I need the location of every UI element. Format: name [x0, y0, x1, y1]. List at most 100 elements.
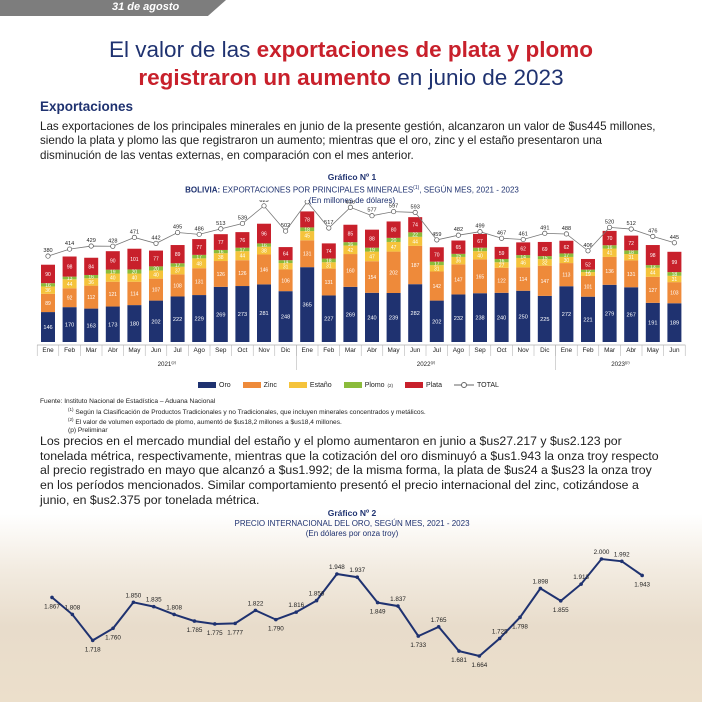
bar-zinc-7	[192, 268, 207, 296]
bar-oro-3	[105, 306, 120, 342]
gold-price-point	[213, 622, 217, 626]
bar-plata-24	[559, 240, 574, 254]
bar-label: 14	[520, 255, 526, 261]
gold-price-point	[50, 595, 54, 600]
bar-estaño-20	[473, 251, 487, 260]
bar-label: 18	[628, 250, 634, 256]
gold-price-line	[51, 557, 643, 658]
bar-oro-5	[149, 300, 163, 342]
bar-label: 36	[88, 280, 94, 286]
bar-estaño-11	[278, 263, 293, 270]
bar-estaño-8	[213, 253, 228, 262]
total-label: 513	[216, 221, 225, 227]
bar-oro-19	[451, 294, 466, 342]
legend-estano: Estaño	[288, 382, 332, 389]
bar-label: 147	[541, 279, 550, 285]
bar-label: 92	[67, 296, 73, 302]
total-label: 597	[389, 204, 398, 210]
bar-label: 88	[369, 237, 375, 243]
bar-plomo-29	[667, 272, 682, 276]
bar-label: 47	[369, 254, 375, 260]
year-label-2022: 2022(p)	[417, 361, 436, 369]
total-point	[434, 237, 440, 243]
bar-label: 16	[45, 283, 51, 289]
bar-plata-17	[408, 217, 423, 233]
gold-price-label: 1.718	[85, 646, 101, 653]
bar-oro-8	[213, 286, 228, 342]
total-label: 442	[151, 235, 160, 241]
month-label: Mar	[86, 347, 98, 354]
bar-estaño-19	[451, 256, 466, 265]
bar-zinc-27	[624, 260, 639, 288]
month-label: May	[128, 347, 141, 354]
bar-zinc-12	[300, 240, 315, 268]
month-label: Mar	[604, 347, 616, 354]
total-label: 520	[605, 219, 614, 225]
paragraph-1: Las exportaciones de los principales min…	[40, 120, 656, 162]
total-point	[671, 240, 677, 246]
bar-label: 96	[261, 232, 267, 238]
total-label: 482	[454, 227, 463, 233]
bar-plata-29	[667, 251, 682, 273]
bar-label: 127	[649, 288, 658, 294]
bar-estaño-6	[170, 266, 185, 275]
gold-price-point	[172, 612, 176, 617]
bar-label: 69	[542, 247, 548, 253]
bar-oro-12	[300, 267, 315, 342]
bar-label: 41	[607, 251, 613, 257]
bar-zinc-20	[473, 259, 487, 294]
bar-oro-11	[278, 291, 293, 342]
bar-label: 189	[670, 321, 679, 327]
bar-plata-19	[451, 240, 466, 254]
title-highlight1: exportaciones de plata y plomo	[256, 37, 593, 62]
bar-plomo-2	[84, 274, 99, 279]
gold-price-label: 1.855	[553, 607, 569, 614]
bar-label: 131	[627, 272, 636, 278]
bar-oro-22	[516, 290, 531, 342]
bar-label: 279	[605, 311, 614, 317]
bar-label: 232	[454, 316, 463, 322]
gold-price-label: 1.733	[410, 642, 426, 649]
gold-price-point	[375, 600, 380, 605]
bar-label: 267	[627, 313, 636, 319]
gold-price-label: 1.856	[309, 591, 325, 598]
bar-label: 48	[196, 261, 202, 267]
bar-oro-17	[408, 284, 423, 342]
bar-label: 90	[45, 272, 51, 278]
bar-label: 84	[88, 264, 94, 270]
month-label: Abr	[367, 347, 378, 354]
bar-oro-18	[429, 300, 444, 342]
section-heading: Exportaciones	[40, 99, 134, 114]
total-label: 429	[87, 238, 96, 244]
bar-label: 240	[367, 315, 376, 321]
chart1-title: EXPORTACIONES POR PRINCIPALES MINERALES	[220, 185, 414, 195]
gold-price-label: 1.850	[126, 592, 142, 599]
bar-label: 229	[195, 317, 204, 323]
bar-label: 31	[672, 277, 678, 283]
bar-oro-1	[62, 307, 77, 342]
bar-oro-7	[192, 295, 207, 342]
total-point	[520, 236, 526, 243]
bar-zinc-18	[429, 271, 444, 301]
month-label: May	[647, 347, 660, 354]
bar-zinc-17	[408, 245, 423, 285]
bar-oro-29	[667, 303, 682, 342]
bar-oro-14	[343, 286, 358, 342]
bar-plomo-17	[408, 232, 423, 237]
total-point	[175, 229, 181, 236]
bar-label: 40	[477, 253, 483, 259]
bar-zinc-25	[581, 275, 595, 297]
bar-label: 13	[67, 276, 73, 282]
bar-label: 160	[346, 268, 355, 274]
bar-label: 17	[564, 253, 570, 259]
legend-plomo: Plomo (2)	[343, 382, 393, 389]
bar-label: 77	[153, 256, 159, 262]
bar-label: 65	[456, 245, 462, 251]
bar-label: 365	[303, 303, 312, 309]
bar-label: 14	[283, 260, 289, 266]
total-point	[628, 226, 634, 232]
month-label: Abr	[108, 347, 119, 354]
bar-label: 281	[259, 311, 268, 317]
bar-label: 44	[650, 270, 656, 276]
bar-label: 269	[216, 312, 225, 318]
